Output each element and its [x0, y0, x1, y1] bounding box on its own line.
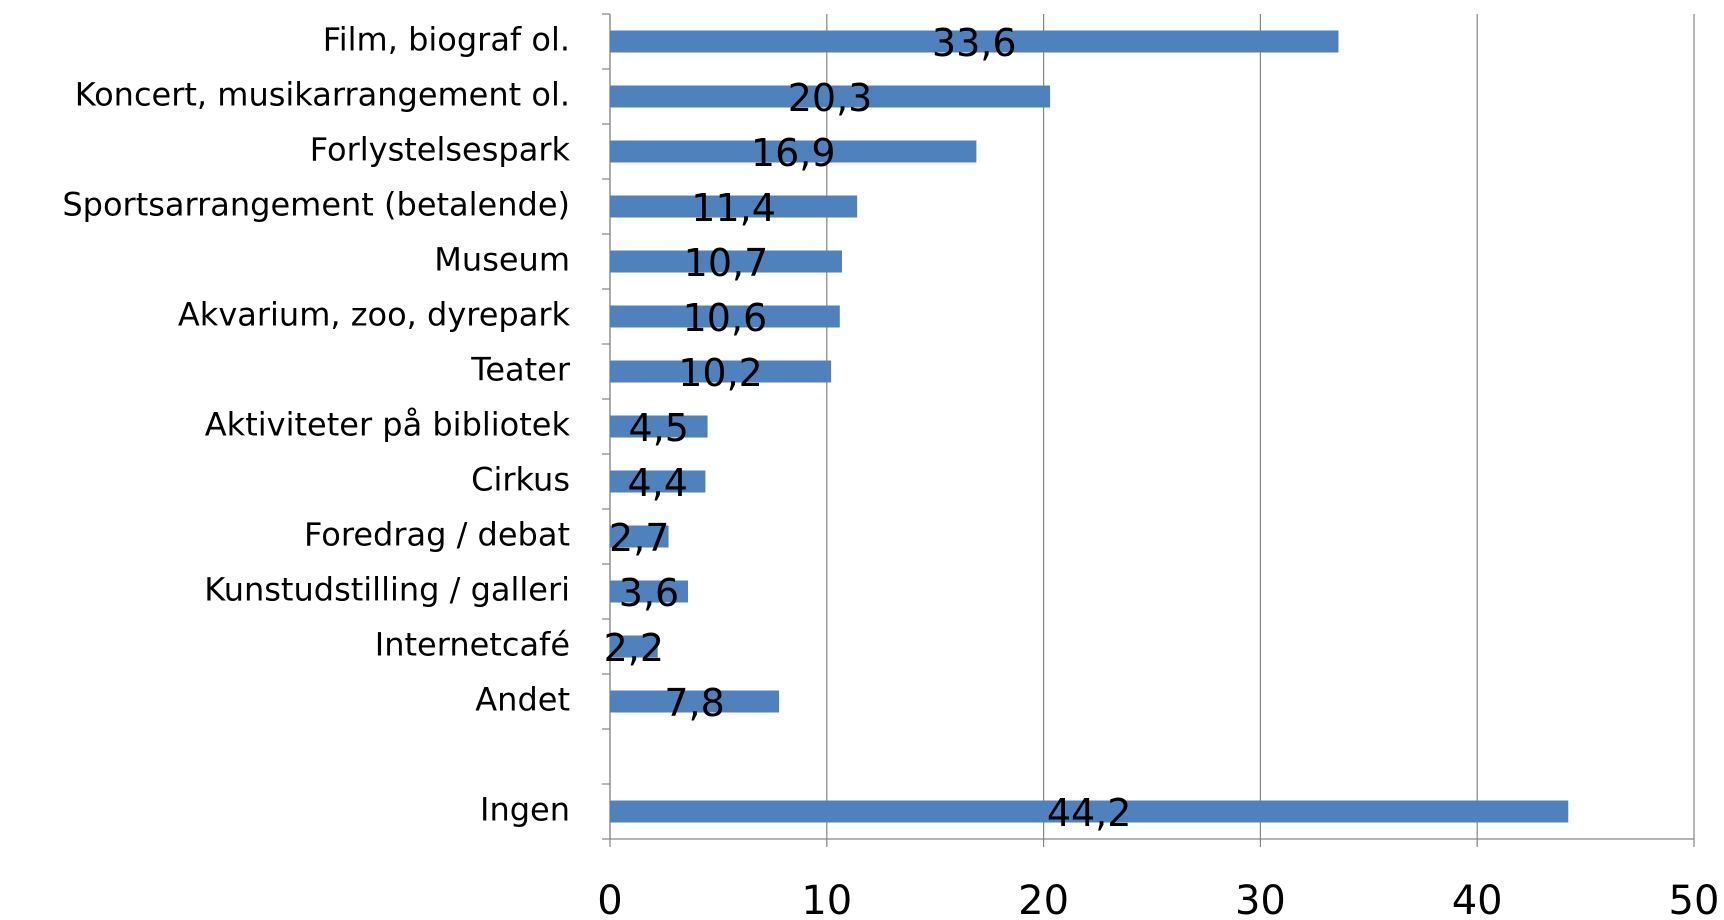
data-label: 11,4: [691, 186, 776, 230]
y-tick-label: Foredrag / debat: [304, 516, 570, 554]
y-tick-label: Forlystelsespark: [310, 131, 571, 169]
bar: [610, 85, 1051, 108]
data-label: 10,6: [683, 296, 768, 340]
bar: [610, 525, 669, 548]
bar: [610, 635, 658, 658]
x-tick-label: 10: [801, 878, 852, 920]
bar: [610, 360, 832, 383]
data-label: 10,2: [678, 351, 763, 395]
bar: [610, 690, 780, 713]
bar: [610, 140, 977, 163]
bar: [610, 580, 689, 603]
x-tick-label: 20: [1018, 878, 1069, 920]
data-label: 4,5: [629, 406, 689, 450]
data-label: 33,6: [932, 21, 1017, 65]
bar: [610, 30, 1339, 53]
x-tick-label: 0: [597, 878, 622, 920]
y-tick-label: Internetcafé: [375, 626, 570, 664]
x-tick-label: 30: [1235, 878, 1286, 920]
y-tick-label: Kunstudstilling / galleri: [204, 571, 570, 609]
bar: [610, 800, 1569, 823]
y-tick-label: Teater: [470, 351, 571, 389]
y-tick-label: Andet: [475, 681, 570, 719]
data-label: 7,8: [664, 681, 724, 725]
bar: [610, 195, 858, 218]
x-tick-label: 50: [1669, 878, 1720, 920]
bar: [610, 470, 706, 493]
data-label: 4,4: [627, 461, 687, 505]
data-label: 2,2: [604, 626, 664, 670]
x-tick-label: 40: [1452, 878, 1503, 920]
bar: [610, 415, 708, 438]
data-label: 16,9: [751, 131, 836, 175]
bar: [610, 250, 842, 273]
y-tick-label: Film, biograf ol.: [323, 21, 570, 59]
data-label: 20,3: [788, 76, 873, 120]
y-tick-label: Akvarium, zoo, dyrepark: [178, 296, 571, 334]
y-tick-label: Sportsarrangement (betalende): [62, 186, 570, 224]
y-tick-label: Koncert, musikarrangement ol.: [75, 76, 570, 114]
y-tick-label: Ingen: [480, 791, 570, 829]
data-label: 10,7: [684, 241, 769, 285]
y-tick-label: Cirkus: [471, 461, 570, 499]
data-label: 3,6: [619, 571, 679, 615]
bar: [610, 305, 840, 328]
data-label: 2,7: [609, 516, 669, 560]
y-tick-label: Aktiviteter på bibliotek: [205, 406, 571, 444]
y-tick-label: Museum: [434, 241, 570, 279]
data-label: 44,2: [1047, 791, 1132, 835]
